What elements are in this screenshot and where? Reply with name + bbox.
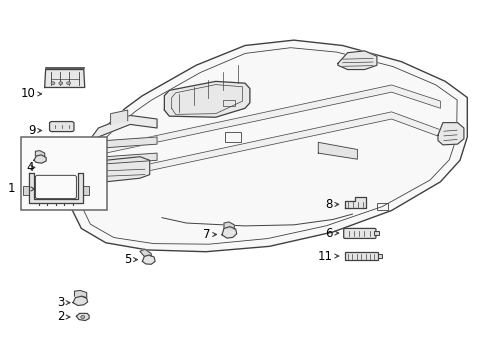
Polygon shape [338,51,377,69]
Polygon shape [91,112,441,198]
Bar [225,132,241,142]
Polygon shape [81,116,157,160]
Bar [374,231,379,235]
Polygon shape [76,314,89,320]
Bar [223,100,235,107]
Text: 11: 11 [318,249,333,262]
Text: 8: 8 [325,198,333,211]
Bar [83,186,89,195]
Text: 5: 5 [124,253,132,266]
Text: 1: 1 [8,183,15,195]
Text: 2: 2 [57,310,64,324]
FancyBboxPatch shape [49,122,74,132]
Polygon shape [91,85,441,173]
Text: 9: 9 [28,124,36,137]
Polygon shape [222,226,237,238]
Polygon shape [74,291,87,298]
Polygon shape [45,69,85,87]
Polygon shape [29,173,83,203]
Polygon shape [140,249,151,256]
Bar [345,252,378,260]
Bar [378,254,382,258]
Polygon shape [318,142,357,159]
Text: 10: 10 [21,87,36,100]
Text: 7: 7 [203,228,211,241]
Polygon shape [438,123,464,145]
Polygon shape [96,157,150,182]
Polygon shape [164,81,250,117]
Polygon shape [224,222,234,229]
Bar [23,186,29,195]
Circle shape [59,82,63,85]
Polygon shape [73,296,88,306]
Polygon shape [143,255,155,264]
Polygon shape [72,40,467,252]
Circle shape [51,82,55,85]
Bar [21,137,107,211]
Circle shape [81,316,85,319]
Polygon shape [111,110,128,125]
Polygon shape [101,153,157,166]
Polygon shape [101,137,157,153]
Text: 3: 3 [57,296,64,309]
Circle shape [67,82,71,85]
Polygon shape [34,155,46,163]
Text: 6: 6 [325,226,333,239]
FancyBboxPatch shape [343,228,376,238]
Polygon shape [35,150,45,157]
Bar [377,203,388,211]
Text: 4: 4 [26,161,34,174]
Polygon shape [345,197,366,208]
